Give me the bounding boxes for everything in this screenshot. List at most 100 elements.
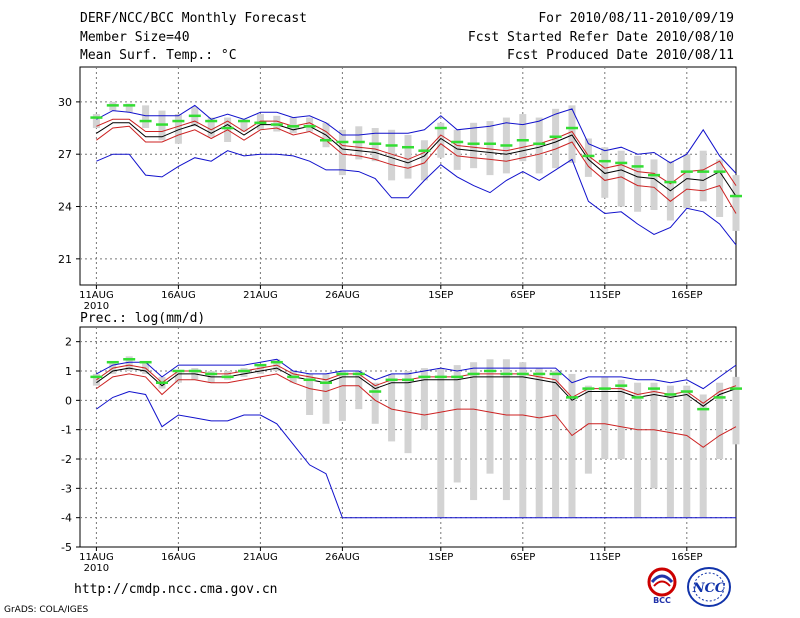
precip-range-box [322,373,330,424]
precip-range-box [732,376,740,445]
temp-upper-outer-line [96,104,737,174]
precip-range-box [486,359,494,474]
precip-ytick-label: -5 [61,541,72,554]
precip-range-box [355,371,363,410]
precip-range-box [502,359,510,501]
temp-xtick-label: 6SEP [510,290,535,301]
precip-ytick-label: -4 [61,512,72,525]
temp-range-box [650,159,658,211]
precip-ytick-label: 0 [65,394,72,407]
temp-range-box [92,114,100,129]
precip-lower-inner-line [96,373,737,448]
temp-lower-inner-line [96,125,737,214]
precip-ytick-label: -2 [61,453,72,466]
precip-range-box [519,362,527,518]
precip-lower-outer-line [96,390,736,519]
member-size: Member Size=40 [80,30,190,45]
forecast-period: For 2010/08/11-2010/09/19 [538,11,734,26]
temp-range-box [732,175,740,231]
precip-xtick-label: 26AUG [325,552,360,563]
precip-ytick-label: -1 [61,424,72,437]
forecast-start-date: Fcst Started Refer Date 2010/08/10 [467,30,734,45]
precip-range-box [453,365,461,483]
temp-range-box [174,114,182,144]
temp-xtick-label: 11SEP [589,290,620,301]
temp-range-box [306,117,314,132]
precip-range-box [535,368,543,518]
source-url[interactable]: http://cmdp.ncc.cma.gov.cn [74,582,278,597]
temp-range-box [486,121,494,176]
temp-range-box [453,129,461,170]
grads-credit: GrADS: COLA/IGES [4,605,89,615]
precip-xtick-label: 21AUG [243,552,278,563]
precip-range-box [338,371,346,421]
temp-range-box [470,122,478,169]
temp-range-box [584,138,592,177]
precip-range-box [568,373,576,518]
precip-xtick-label: 11AUG [79,552,114,563]
temp-range-box [338,129,346,176]
temp-xtick-label: 16SEP [671,290,702,301]
temp-xtick-label: 21AUG [243,290,278,301]
precip-range-box [552,371,560,518]
precip-range-box [650,382,658,489]
temp-range-box [601,147,609,198]
ncc-logo-text: NCC [692,581,726,596]
bcc-logo-text: BCC [653,596,671,605]
precip-xtick-label: 16AUG [161,552,196,563]
precip-ytick-label: 2 [65,336,72,349]
temp-range-box [519,114,527,162]
precip-range-box [306,373,314,415]
precip-range-box [437,368,445,518]
precip-xtick-label: 11SEP [589,552,620,563]
temp-range-box [634,155,642,212]
precip-range-box [420,368,428,430]
temp-range-box [699,150,707,202]
temp-range-box [716,159,724,217]
temp-xtick-label: 11AUG [79,290,114,301]
ncc-logo: NCC [687,567,731,607]
temp-range-box [240,119,248,132]
temp-range-box [388,129,396,181]
temp-lower-outer-line [96,150,737,246]
precip-range-box [601,376,609,459]
temp-upper-inner-line [96,118,737,186]
precip-range-box [699,394,707,518]
temp-range-box [535,117,543,174]
temp-range-box [420,140,428,181]
precip-range-box [584,385,592,474]
temp-ytick-label: 27 [58,148,72,161]
temp-range-box [125,103,133,113]
precip-range-box [240,368,248,377]
precip-range-box [716,382,724,459]
precip-year-label: 2010 [84,563,109,574]
precip-range-box [388,373,396,442]
precip-range-box [371,382,379,424]
chart-title: DERF/NCC/BCC Monthly Forecast [80,11,307,26]
precip-range-box [470,362,478,501]
precip-xtick-label: 16SEP [671,552,702,563]
temp-range-box [404,135,412,179]
precip-range-box [256,365,264,374]
temp-range-box [437,122,445,158]
temp-xtick-label: 26AUG [325,290,360,301]
temp-ytick-label: 24 [58,201,72,214]
precip-ytick-label: -3 [61,482,72,495]
temp-mean-line [96,122,737,197]
precip-range-box [224,371,232,380]
bcc-logo: BCC [647,567,677,605]
precip-upper-outer-line [96,358,737,390]
variable-label: Mean Surf. Temp.: °C [80,48,237,63]
temp-xtick-label: 16AUG [161,290,196,301]
temp-ytick-label: 30 [58,96,72,109]
precip-panel-title: Prec.: log(mm/d) [80,311,205,326]
temp-range-box [617,150,625,207]
temp-range-box [207,117,215,137]
precip-range-box [174,371,182,383]
temp-ytick-label: 21 [58,253,72,266]
precip-range-box [125,356,133,371]
precip-range-box [666,385,674,518]
temp-range-box [683,154,691,209]
